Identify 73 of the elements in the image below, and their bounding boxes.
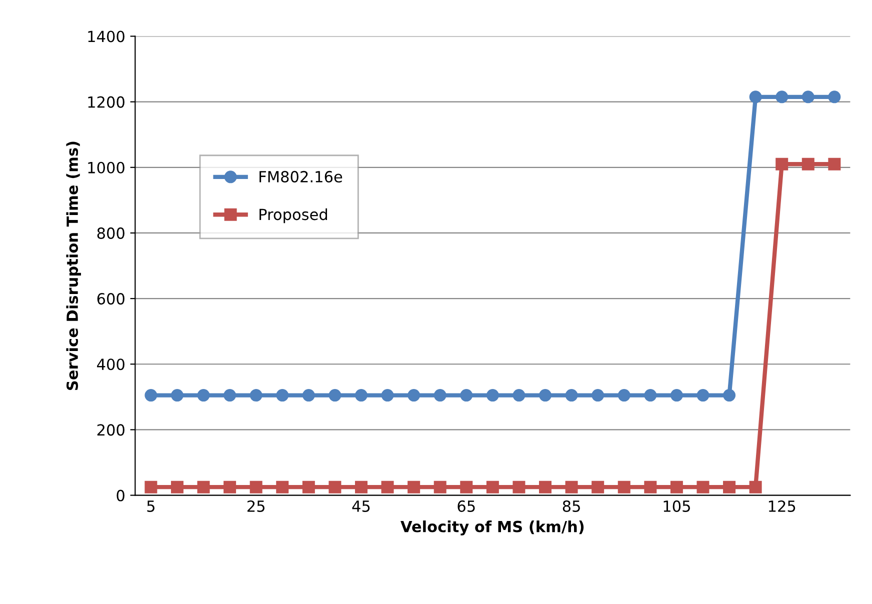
x-tick-label: 45 [352,500,370,512]
point [670,389,683,402]
x-tick-label: 65 [458,500,475,512]
x-tick-label: 105 [664,500,690,512]
point [644,480,657,494]
point [408,389,420,402]
point [460,389,473,402]
point [802,158,814,170]
point [592,389,604,402]
point [250,389,262,402]
point [539,480,552,494]
point [644,389,657,402]
point [328,389,342,402]
point [749,480,762,494]
point [828,90,841,104]
point [250,480,262,494]
y-tick-label: 1200 [88,96,124,108]
point [381,389,394,402]
y-tick-label: 400 [97,358,124,370]
point [670,480,683,494]
x-axis-title: Velocity of MS (km/h) [400,520,584,536]
legend-label: Proposed [260,208,327,224]
point [302,480,315,494]
point [276,389,289,402]
x-tick-label: 85 [562,500,580,512]
x-tick-label: 5 [147,500,154,512]
point [618,389,630,402]
point [197,480,210,494]
point [408,480,420,494]
y-tick-label: 0 [116,490,124,502]
point [618,480,630,494]
point [696,480,710,494]
point [328,480,342,494]
point [302,389,315,402]
point [276,480,289,494]
point [539,389,552,402]
y-tick-label: 200 [97,424,124,436]
point [170,389,184,402]
point [460,480,473,494]
x-tick-label: 25 [247,500,264,512]
point [749,90,762,104]
point [828,158,841,170]
point [224,389,236,402]
y-tick-label: 1400 [88,30,124,42]
point [144,480,158,494]
point [381,480,394,494]
y-axis-title: Service Disruption Time (ms) [66,142,81,390]
point [354,389,368,402]
point [486,480,499,494]
point [565,480,578,494]
y-tick-label: 800 [97,227,124,239]
point [776,90,788,104]
point [354,480,368,494]
point [696,389,710,402]
x-tick-label: 125 [768,500,796,512]
point [170,480,184,494]
point [434,480,446,494]
point [512,480,526,494]
point [512,389,526,402]
point [434,389,446,402]
point [565,389,578,402]
y-tick-label: 600 [97,293,124,305]
point [486,389,499,402]
point [144,389,158,402]
point [802,90,814,104]
point [224,480,236,494]
legend-label: FM802.16e [260,170,342,182]
point [776,158,788,170]
point [592,480,604,494]
y-tick-label: 1000 [88,162,124,174]
point [197,389,210,402]
point [723,480,736,494]
point [723,389,736,402]
